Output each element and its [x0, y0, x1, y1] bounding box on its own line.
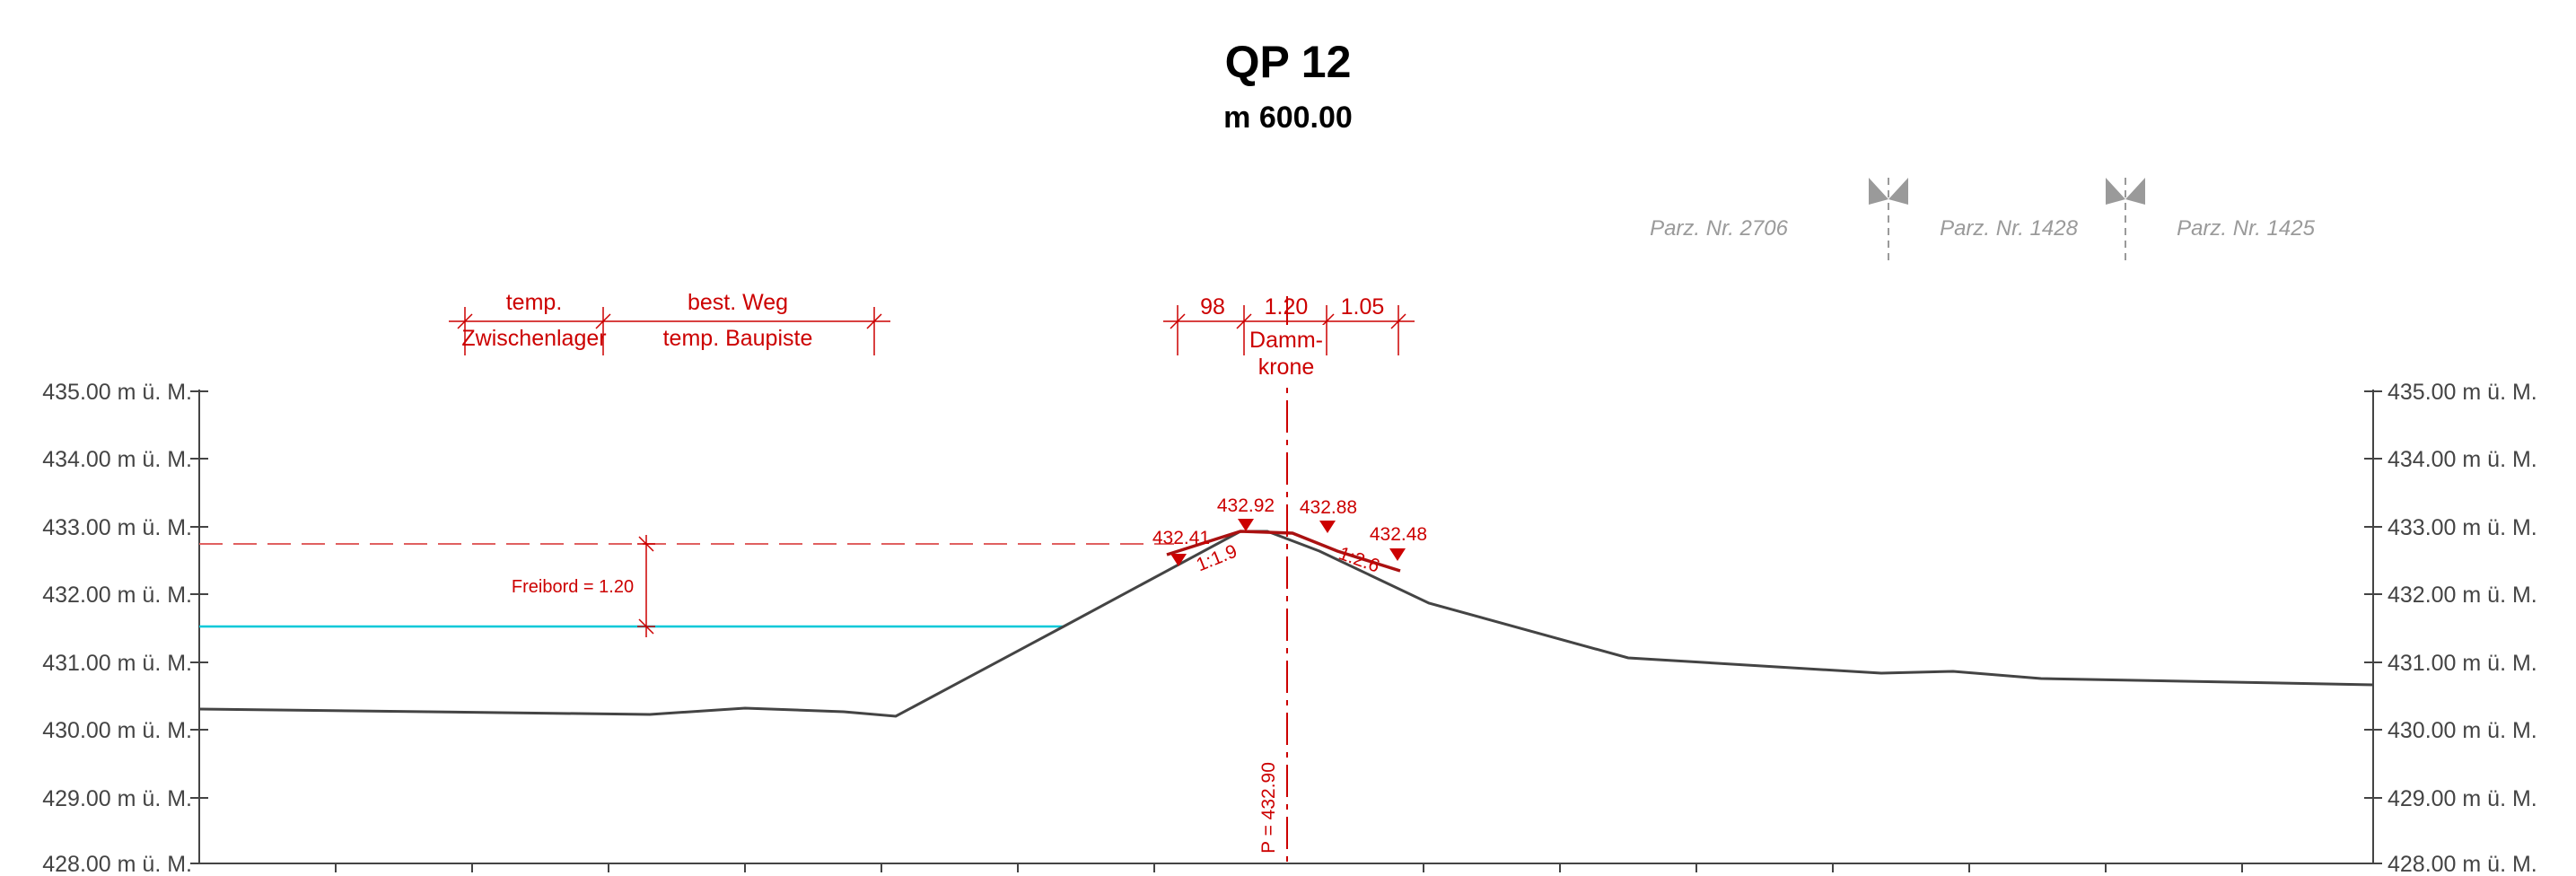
- freeboard-dimension: Freibord = 1.20: [512, 535, 655, 637]
- right-elevation-axis: 435.00 m ü. M. 434.00 m ü. M. 433.00 m ü…: [2364, 380, 2537, 876]
- parcel-boundary-marker-2: [2106, 178, 2145, 260]
- zone-2-label-bottom: temp. Baupiste: [663, 326, 813, 351]
- crest-label-line1: Damm-: [1249, 328, 1323, 353]
- left-tick-label-432: 432.00 m ü. M.: [42, 583, 192, 608]
- crest-dim-right: 1.05: [1341, 294, 1385, 320]
- right-tick-label-430: 430.00 m ü. M.: [2388, 718, 2537, 743]
- parcel-label-1428: Parz. Nr. 1428: [1940, 216, 2078, 241]
- right-tick-label-432: 432.00 m ü. M.: [2388, 583, 2537, 608]
- left-tick-label-431: 431.00 m ü. M.: [42, 651, 192, 676]
- left-tick-label-430: 430.00 m ü. M.: [42, 718, 192, 743]
- left-tick-label-434: 434.00 m ü. M.: [42, 447, 192, 472]
- zone-1-label-bottom: Zwischenlager: [461, 326, 606, 351]
- parcel-label-1425: Parz. Nr. 1425: [2177, 216, 2315, 241]
- parcel-labels: Parz. Nr. 2706 Parz. Nr. 1428 Parz. Nr. …: [1650, 216, 2315, 241]
- section-station: m 600.00: [1223, 101, 1353, 135]
- section-title: QP 12: [1225, 37, 1352, 87]
- left-elevation-axis: 435.00 m ü. M. 434.00 m ü. M. 433.00 m ü…: [42, 380, 208, 876]
- freeboard-label: Freibord = 1.20: [512, 577, 634, 597]
- crest-dimension-chain: 98 1.20 1.05 Damm- krone: [1163, 294, 1415, 382]
- slope-label-right: 1:2.6: [1336, 543, 1382, 577]
- crest-dim-left: 98: [1200, 294, 1225, 320]
- right-tick-label-428: 428.00 m ü. M.: [2388, 852, 2537, 876]
- right-tick-label-435: 435.00 m ü. M.: [2388, 380, 2537, 405]
- right-tick-label-433: 433.00 m ü. M.: [2388, 515, 2537, 540]
- elevation-label-4: 432.48: [1370, 524, 1427, 545]
- left-tick-label-435: 435.00 m ü. M.: [42, 380, 192, 405]
- right-tick-label-429: 429.00 m ü. M.: [2388, 786, 2537, 811]
- elevation-label-1: 432.41: [1152, 528, 1210, 548]
- baseline: [199, 863, 2373, 872]
- left-tick-label-428: 428.00 m ü. M.: [42, 852, 192, 876]
- right-tick-label-434: 434.00 m ü. M.: [2388, 447, 2537, 472]
- parcel-boundary-marker-1: [1869, 178, 1908, 260]
- zone-1-label-top: temp.: [506, 290, 563, 315]
- left-tick-label-433: 433.00 m ü. M.: [42, 515, 192, 540]
- crest-dim-center: 1.20: [1265, 294, 1309, 320]
- right-tick-label-431: 431.00 m ü. M.: [2388, 651, 2537, 676]
- axis-elevation-label: P = 432.90: [1258, 762, 1279, 854]
- zone-2-label-top: best. Weg: [688, 290, 788, 315]
- elevation-label-3: 432.88: [1300, 497, 1357, 518]
- zone-dimension-chain: temp. Zwischenlager best. Weg temp. Baup…: [449, 290, 890, 355]
- crest-label-line2: krone: [1258, 355, 1315, 380]
- elevation-marker-3: 432.88: [1300, 497, 1357, 533]
- elevation-marker-2: 432.92: [1217, 495, 1275, 531]
- elevation-label-2: 432.92: [1217, 495, 1275, 516]
- parcel-label-2706: Parz. Nr. 2706: [1650, 216, 1788, 241]
- left-tick-label-429: 429.00 m ü. M.: [42, 786, 192, 811]
